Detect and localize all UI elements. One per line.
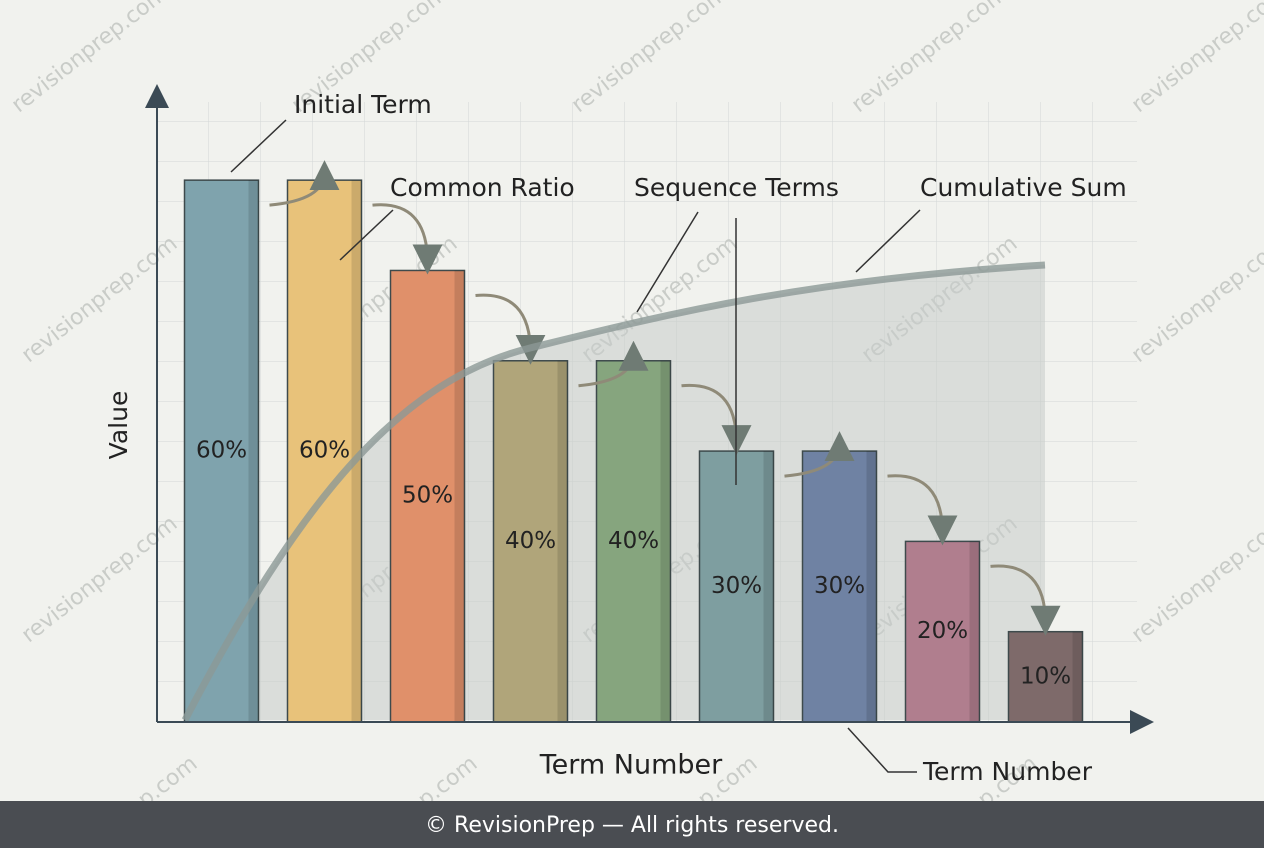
bar-shade xyxy=(660,360,671,722)
ratio-arrow xyxy=(990,564,1061,636)
bar-shade xyxy=(969,541,980,722)
bar-shade xyxy=(351,180,362,723)
bar-shade xyxy=(248,180,259,723)
bar xyxy=(183,179,260,723)
bar xyxy=(286,179,363,723)
watermark: revisionprep.com xyxy=(1127,0,1264,118)
bar-shade xyxy=(866,451,877,722)
annotation: Sequence Terms xyxy=(634,173,839,202)
value-label: 30% xyxy=(814,573,865,599)
annotation: Common Ratio xyxy=(390,173,575,202)
ratio-arrow xyxy=(578,340,649,388)
bar-shade xyxy=(1072,631,1083,722)
value-label: 30% xyxy=(711,573,762,599)
bar xyxy=(595,360,672,723)
watermark: revisionprep.com xyxy=(7,0,172,118)
bar xyxy=(492,360,569,723)
ratio-arrow xyxy=(784,431,855,478)
watermark: revisionprep.com xyxy=(1127,231,1264,368)
annotation: Initial Term xyxy=(294,90,432,119)
footer-bar xyxy=(0,801,1264,848)
bar xyxy=(801,450,878,723)
annotation: Cumulative Sum xyxy=(920,173,1127,202)
value-label: 40% xyxy=(608,528,659,554)
watermark: revisionprep.com xyxy=(847,0,1012,118)
value-label: 20% xyxy=(917,618,968,644)
leader-lines xyxy=(230,119,921,773)
watermark: revisionprep.com xyxy=(1127,511,1264,648)
value-label: 60% xyxy=(196,438,247,464)
ratio-arrow xyxy=(475,293,546,365)
ratio-arrow xyxy=(269,160,340,207)
annotation: Term Number xyxy=(922,757,1093,786)
bar-shade xyxy=(557,360,568,722)
value-label: 10% xyxy=(1020,663,1071,689)
bar xyxy=(1007,630,1084,723)
bar-shade xyxy=(454,270,465,722)
cumulative-curve xyxy=(181,261,1046,722)
bar-shade xyxy=(763,451,774,722)
value-label: 40% xyxy=(505,528,556,554)
ratio-arrow xyxy=(372,203,443,275)
bar xyxy=(698,450,775,723)
value-label: 50% xyxy=(402,483,453,509)
footer: © RevisionPrep — All rights reserved. xyxy=(425,813,839,838)
y-axis-label: Value xyxy=(104,391,133,460)
ratio-arrow xyxy=(887,474,958,546)
bar xyxy=(904,540,981,723)
value-label: 60% xyxy=(299,438,350,464)
x-axis-label: Term Number xyxy=(539,750,723,781)
watermark: revisionprep.com xyxy=(567,0,732,118)
